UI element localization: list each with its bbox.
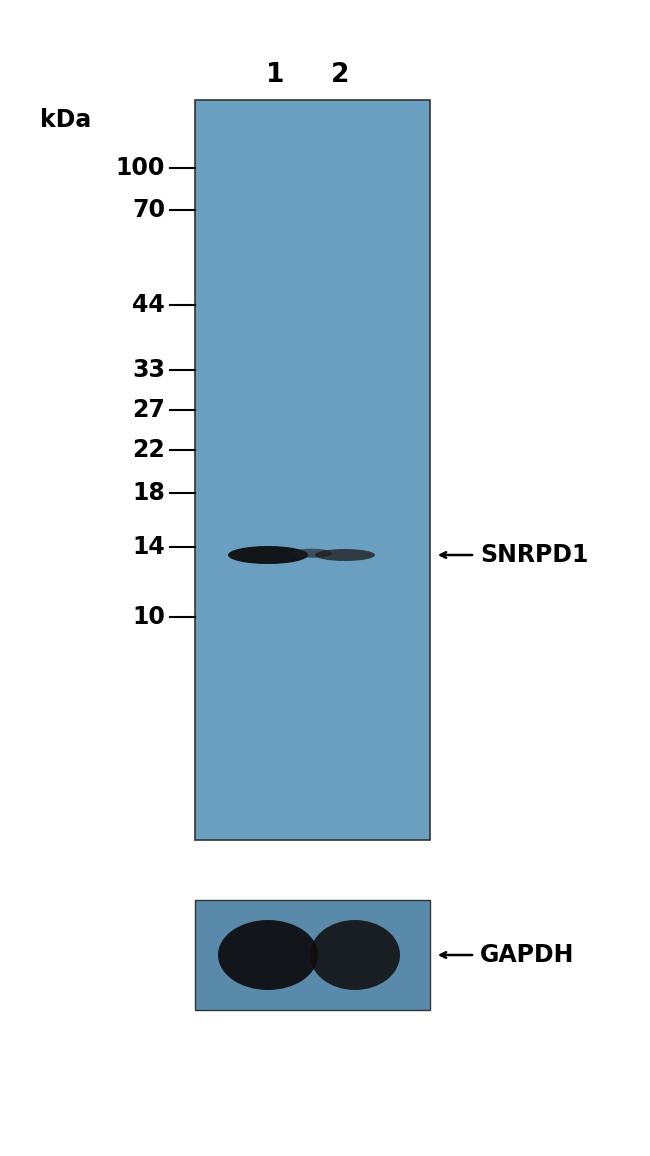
Text: 1: 1	[266, 62, 284, 88]
Ellipse shape	[315, 549, 375, 561]
Text: kDa: kDa	[40, 108, 91, 132]
Text: 18: 18	[132, 481, 165, 505]
Text: GAPDH: GAPDH	[480, 943, 575, 968]
Text: 22: 22	[132, 438, 165, 462]
Text: 44: 44	[132, 292, 165, 317]
Text: 70: 70	[132, 198, 165, 222]
Text: 2: 2	[331, 62, 349, 88]
Ellipse shape	[310, 920, 400, 990]
Text: 14: 14	[132, 535, 165, 560]
Text: 10: 10	[132, 605, 165, 629]
Ellipse shape	[228, 546, 308, 564]
Bar	[195, 901, 430, 1010]
Text: 33: 33	[132, 358, 165, 381]
Text: 100: 100	[116, 156, 165, 180]
Text: SNRPD1: SNRPD1	[480, 543, 588, 566]
Ellipse shape	[292, 549, 332, 557]
Text: 27: 27	[132, 398, 165, 422]
Bar	[195, 101, 430, 840]
Ellipse shape	[218, 920, 318, 990]
